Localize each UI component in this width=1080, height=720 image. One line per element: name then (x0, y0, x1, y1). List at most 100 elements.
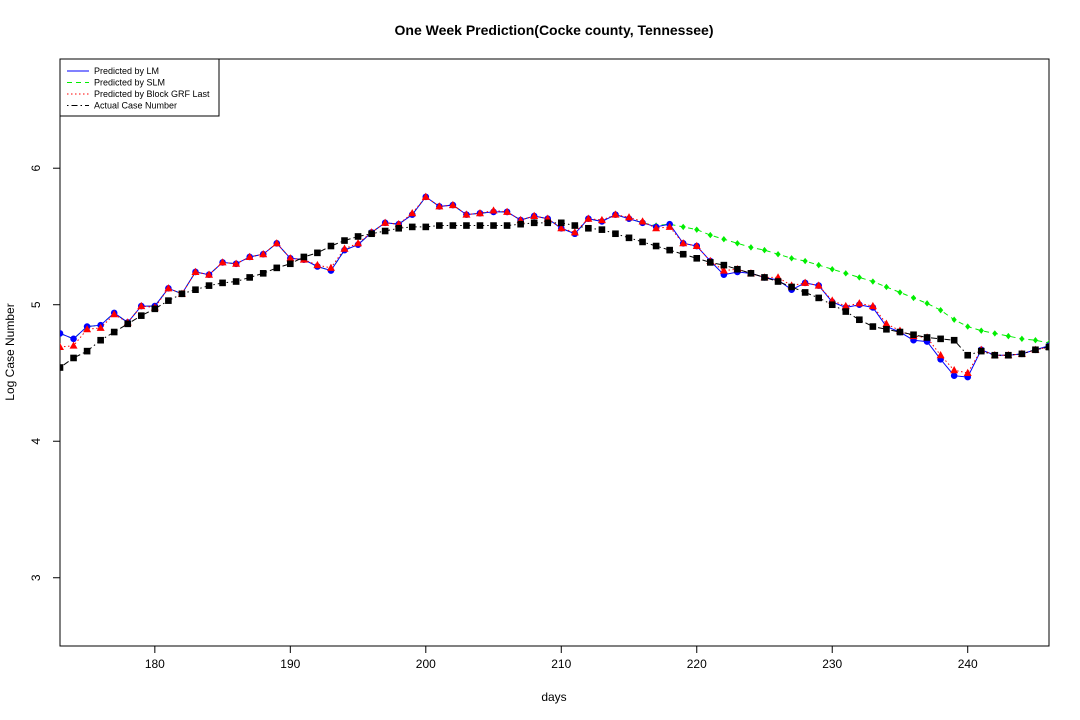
data-point (60, 342, 64, 351)
data-point (639, 238, 646, 246)
legend: Predicted by LM Predicted by SLMPredicted… (59, 58, 220, 117)
data-point (707, 259, 714, 266)
data-point (815, 294, 822, 302)
data-point (503, 207, 512, 215)
data-point (341, 237, 348, 244)
legend-box (59, 58, 220, 117)
data-point (96, 323, 105, 331)
data-point (869, 323, 877, 330)
data-point (110, 328, 118, 336)
data-point (963, 368, 972, 376)
data-point (422, 223, 430, 231)
data-point (829, 266, 835, 273)
y-tick-label: 5 (29, 301, 43, 308)
x-tick-label: 220 (687, 657, 707, 671)
data-point (124, 320, 132, 328)
data-point (585, 224, 592, 232)
data-point (165, 297, 172, 304)
data-point (151, 305, 159, 313)
x-tick-label: 230 (822, 657, 842, 671)
data-point (774, 278, 782, 285)
legend-entry: Predicted by Block GRF Last (94, 89, 210, 99)
data-point (977, 347, 985, 355)
data-point (612, 230, 619, 238)
data-point (530, 219, 538, 227)
data-point (936, 351, 945, 359)
data-point (381, 218, 390, 226)
y-tick-label: 3 (29, 574, 43, 581)
plot-frame (59, 58, 1050, 647)
data-point (449, 222, 457, 229)
data-point (923, 334, 931, 341)
data-point (1032, 346, 1039, 354)
data-point (503, 222, 511, 229)
data-point (761, 246, 768, 254)
x-axis-ticks: 180 190 200 210 220 230 240 (145, 646, 978, 671)
series-layer (60, 192, 1049, 381)
series-predicted-by-slm (60, 193, 1049, 347)
data-point (1018, 350, 1026, 358)
data-point (666, 246, 673, 254)
data-point (314, 249, 321, 257)
data-point (814, 281, 823, 289)
data-point (273, 264, 281, 272)
series-line (60, 222, 1049, 368)
y-axis-label: Log Case Number (3, 303, 17, 400)
data-point (83, 325, 92, 333)
data-point (570, 228, 579, 236)
data-point (60, 364, 64, 371)
data-point (734, 265, 741, 273)
data-point (937, 335, 944, 343)
data-point (218, 258, 227, 266)
data-point (843, 270, 849, 277)
data-point (802, 257, 808, 265)
data-point (408, 209, 417, 217)
data-point (246, 274, 253, 281)
data-point (775, 251, 781, 258)
data-point (557, 224, 566, 232)
x-axis-label: days (541, 690, 566, 704)
data-point (340, 244, 349, 252)
data-point (60, 330, 64, 337)
legend-entry: Predicted by SLM (94, 78, 165, 88)
data-point (992, 330, 998, 337)
data-point (476, 222, 484, 229)
data-point (720, 261, 728, 269)
series-actual-case-number (60, 219, 1049, 371)
data-point (326, 263, 335, 271)
data-point (1045, 343, 1049, 351)
data-point (475, 209, 484, 217)
data-point (950, 366, 959, 374)
data-point (490, 222, 497, 229)
data-point (625, 234, 633, 242)
data-point (748, 244, 754, 251)
series-predicted-by-block-grf-last (60, 192, 1049, 376)
data-point (597, 215, 606, 224)
data-point (964, 351, 972, 359)
data-point (883, 325, 890, 333)
chart-title: One Week Prediction(Cocke county, Tennes… (395, 22, 714, 38)
data-point (259, 250, 268, 258)
data-point (652, 224, 661, 232)
data-point (679, 239, 688, 247)
data-point (70, 354, 77, 362)
data-point (816, 261, 822, 269)
data-point (557, 219, 565, 227)
data-point (828, 301, 836, 309)
data-point (517, 220, 524, 228)
data-point (1005, 351, 1012, 359)
data-point (841, 301, 850, 310)
data-point (178, 290, 186, 298)
data-point (83, 347, 91, 355)
data-point (463, 222, 470, 229)
x-tick-label: 240 (958, 657, 978, 671)
data-point (448, 200, 457, 209)
x-tick-label: 200 (416, 657, 436, 671)
data-point (625, 213, 634, 221)
data-point (598, 226, 606, 233)
data-point (205, 270, 214, 278)
data-point (801, 289, 809, 296)
data-point (489, 206, 498, 214)
data-point (1019, 335, 1025, 343)
